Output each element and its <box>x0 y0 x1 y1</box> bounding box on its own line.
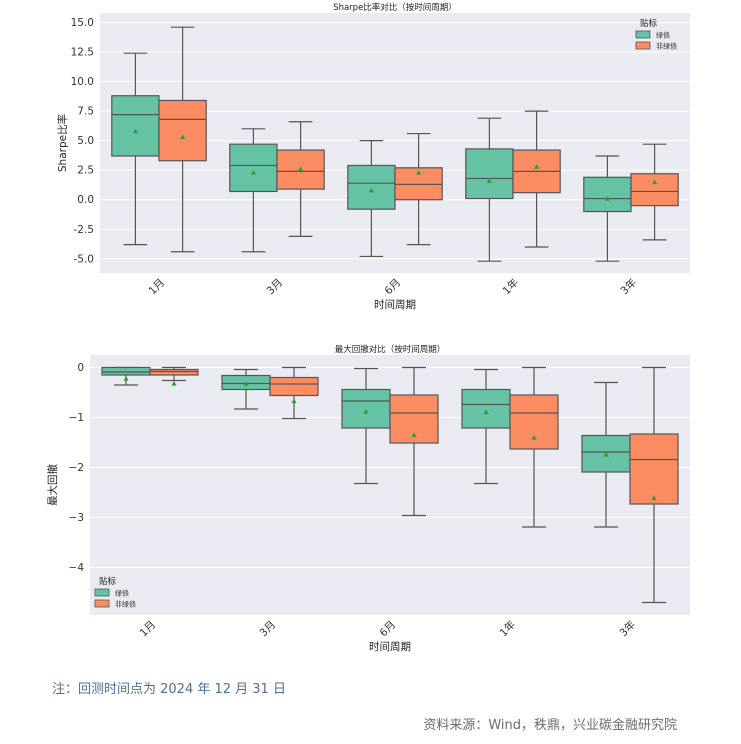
mean-marker <box>604 195 610 201</box>
y-tick-label: 15.0 <box>71 17 94 29</box>
box-body <box>347 164 396 210</box>
chart-1: 15.0 12.5 10.0 7.5 5.0 2.5 0.0 -2.5 -5.0 Sharpe比率… <box>56 2 690 311</box>
x-tick-label: 3年 <box>617 618 638 639</box>
box-nongreen <box>512 110 561 248</box>
box-green <box>229 128 278 253</box>
legend-label: 非绿债 <box>656 42 677 51</box>
y-tick-label: -2.5 <box>74 224 95 236</box>
x-tick-label: 6月 <box>378 619 399 640</box>
box-green <box>111 52 160 246</box>
mean-marker <box>483 409 489 415</box>
legend-title: 贴标 <box>640 18 658 29</box>
y-tick-label: 0.0 <box>77 194 94 206</box>
y-axis-label: 最大回撤 <box>46 464 59 506</box>
y-tick-label: −1 <box>69 412 84 424</box>
mean-marker <box>652 179 658 185</box>
legend-title: 贴标 <box>99 576 117 587</box>
x-tick-label: 3年 <box>618 276 639 297</box>
x-tick-label: 1年 <box>497 618 518 639</box>
box-green <box>461 368 511 485</box>
chart-title: Sharpe比率对比（按时间周期） <box>333 2 457 13</box>
y-tick-label: 0 <box>77 362 84 374</box>
legend-swatch <box>635 30 651 39</box>
mean-marker <box>250 169 256 175</box>
box-body <box>158 99 207 162</box>
mean-marker <box>243 380 249 386</box>
box-nongreen <box>630 143 679 241</box>
box-body <box>630 173 679 207</box>
x-tick-label: 1年 <box>500 276 521 297</box>
mean-marker <box>291 398 297 404</box>
mean-marker <box>411 432 417 438</box>
chart-title: 最大回撤对比（按时间周期） <box>335 344 446 355</box>
y-tick-label: −4 <box>69 562 85 574</box>
legend-label: 绿债 <box>656 31 670 40</box>
box-green <box>341 367 391 485</box>
box-body <box>269 376 319 397</box>
mean-marker <box>651 495 657 501</box>
box-body <box>461 388 511 429</box>
box-nongreen <box>276 121 325 237</box>
x-axis-label: 时间周期 <box>374 298 416 311</box>
mean-marker <box>171 380 177 386</box>
chart-2: 0 −1 −2 −3 −4 最大回撤对比（按时间周期） 最大回撤 1月 3月 6月 1年 3年时间周期… <box>46 344 690 653</box>
footnote: 注：回测时间点为 2024 年 12 月 31 日 <box>52 682 286 697</box>
box-nongreen <box>394 132 443 246</box>
y-tick-label: -5.0 <box>74 253 95 265</box>
legend-swatch <box>635 41 651 50</box>
box-nongreen <box>509 366 559 528</box>
y-tick-label: −3 <box>69 512 84 524</box>
y-tick-label: 7.5 <box>77 106 94 118</box>
y-tick-label: 10.0 <box>71 76 94 88</box>
mean-marker <box>123 375 129 381</box>
mean-marker <box>363 408 369 414</box>
mean-marker <box>603 451 609 457</box>
x-tick-label: 1月 <box>138 619 159 640</box>
y-tick-label: 2.5 <box>77 165 94 177</box>
mean-marker <box>531 434 537 440</box>
legend-swatch <box>94 588 110 597</box>
box-body <box>101 366 151 376</box>
box-nongreen <box>158 26 207 253</box>
mean-marker <box>486 178 492 183</box>
box-body <box>583 176 632 213</box>
y-axis-label: Sharpe比率 <box>56 114 69 172</box>
box-body <box>629 433 679 505</box>
box-body <box>229 143 278 193</box>
y-tick-label: 5.0 <box>77 135 94 147</box>
box-nongreen <box>149 366 199 386</box>
y-tick-label: −2 <box>69 462 84 474</box>
mean-marker <box>180 134 186 140</box>
box-body <box>111 95 160 157</box>
box-body <box>465 148 514 200</box>
mean-marker <box>298 166 304 172</box>
mean-marker <box>132 128 138 134</box>
legend-label: 非绿债 <box>115 600 136 609</box>
mean-marker <box>368 187 374 193</box>
box-nongreen <box>389 366 439 517</box>
boxplot-charts: 15.0 12.5 10.0 7.5 5.0 2.5 0.0 -2.5 -5.0 Sharpe比率… <box>46 2 690 653</box>
legend-swatch <box>94 599 110 608</box>
box-nongreen <box>629 366 679 604</box>
box-nongreen <box>269 366 319 420</box>
data-source: 资料来源：Wind，秩鼎，兴业碳金融研究院 <box>423 718 677 733</box>
x-tick-label: 3月 <box>265 277 286 298</box>
y-tick-label: 12.5 <box>71 47 94 59</box>
box-green <box>581 381 631 528</box>
x-tick-label: 3月 <box>258 619 279 640</box>
x-axis-label: 时间周期 <box>369 640 411 653</box>
box-body <box>341 388 391 429</box>
box-body <box>149 368 199 376</box>
mean-marker <box>416 169 422 175</box>
x-tick-label: 1月 <box>147 277 168 298</box>
box-body <box>509 394 559 450</box>
legend-label: 绿债 <box>115 589 129 598</box>
box-green <box>347 140 396 258</box>
mean-marker <box>534 164 540 169</box>
x-tick-label: 6月 <box>383 277 404 298</box>
box-green <box>583 155 632 262</box>
